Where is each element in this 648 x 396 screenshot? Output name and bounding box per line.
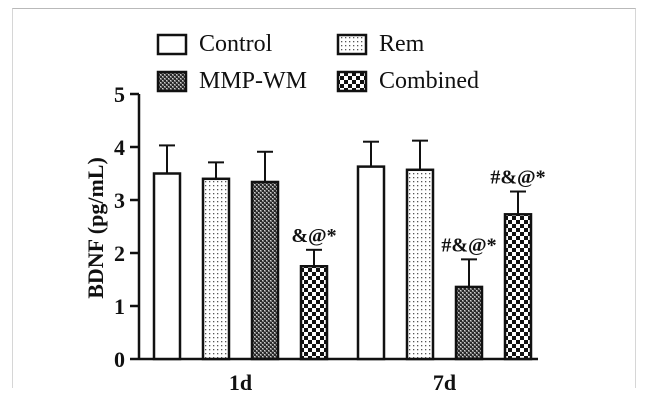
legend-item-mmp-wm: MMP-WM [156, 68, 307, 94]
figure-frame [12, 8, 636, 388]
legend-label: MMP-WM [199, 68, 307, 94]
legend-label: Control [199, 31, 273, 57]
bar-mmp-wm-7d [454, 285, 484, 361]
bar-control-7d [356, 165, 386, 361]
bar-rem-7d [405, 168, 435, 361]
y-tick-label: 2 [114, 241, 125, 266]
legend-label: Combined [379, 68, 479, 94]
bar-combined-1d [299, 265, 329, 361]
significance-annotation: #&@* [441, 234, 496, 256]
y-tick-label: 5 [114, 82, 125, 107]
y-axis-label: BDNF (pg/mL) [83, 157, 108, 299]
legend-item-rem: Rem [336, 31, 425, 57]
legend-item-combined: Combined [336, 68, 479, 94]
legend-swatch [156, 70, 188, 93]
legend-swatch [336, 33, 368, 56]
bar-combined-7d [503, 213, 533, 361]
legend: Control Rem MMP-WM Combined [156, 31, 479, 94]
x-category-label: 1d [229, 370, 252, 395]
y-tick-label: 3 [114, 188, 125, 213]
bar-control-1d [152, 172, 182, 361]
y-tick-label: 1 [114, 294, 125, 319]
legend-swatch [336, 70, 368, 93]
y-tick-label: 4 [114, 135, 125, 160]
x-category-label: 7d [433, 370, 456, 395]
y-tick-label: 0 [114, 347, 125, 372]
significance-annotation: #&@* [490, 167, 545, 189]
bar-mmp-wm-1d [250, 180, 280, 361]
significance-annotation: &@* [291, 225, 336, 247]
legend-item-control: Control [156, 31, 273, 57]
legend-swatch [156, 33, 188, 56]
bar-rem-1d [201, 177, 231, 361]
legend-label: Rem [379, 31, 425, 57]
